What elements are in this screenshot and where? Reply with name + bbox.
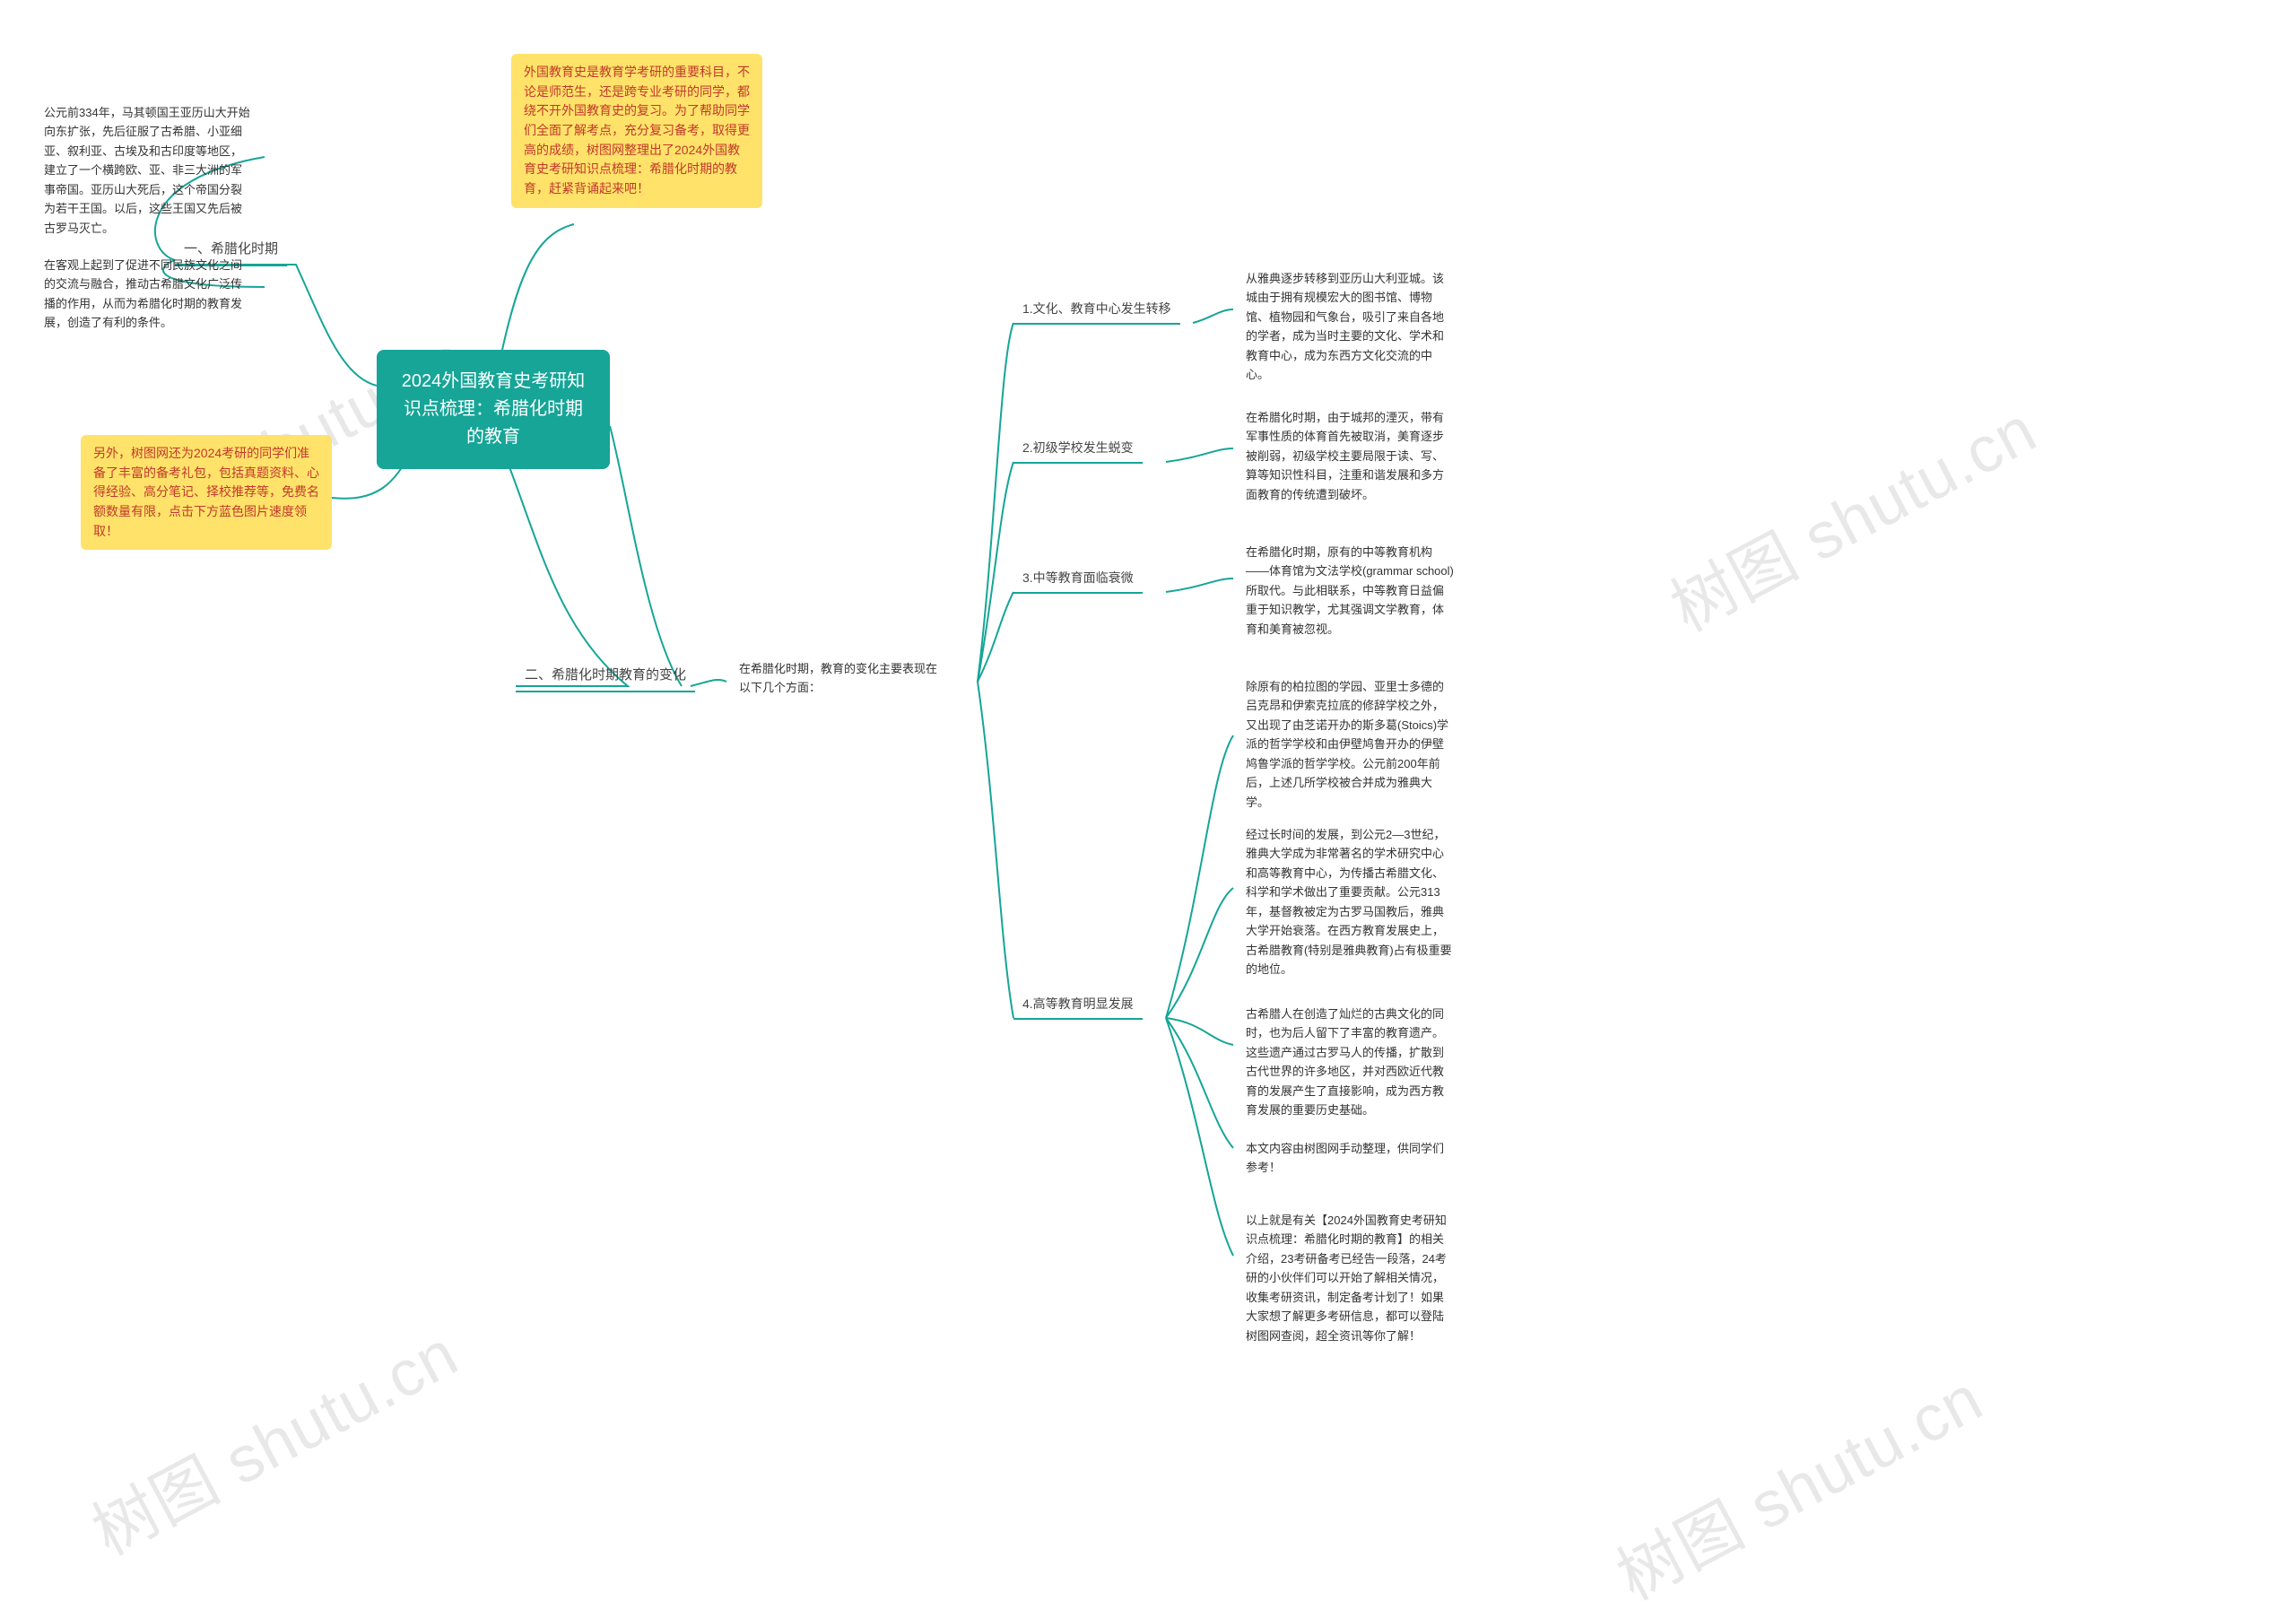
sub-4-leaf-4[interactable]: 本文内容由树图网手动整理，供同学们参考！ [1233,1130,1466,1187]
intro-note[interactable]: 外国教育史是教育学考研的重要科目，不论是师范生，还是跨专业考研的同学，都绕不开外… [511,54,762,208]
sub-4-leaf-5[interactable]: 以上就是有关【2024外国教育史考研知识点梳理：希腊化时期的教育】的相关介绍，2… [1233,1202,1466,1354]
sub-3-leaf-1[interactable]: 在希腊化时期，原有的中等教育机构——体育馆为文法学校(grammar schoo… [1233,534,1466,648]
mindmap-canvas: 树图 shutu.cn 树图 shutu.cn shutu.cn 树图 shut… [0,0,2296,1553]
branch-2-intro[interactable]: 在希腊化时期，教育的变化主要表现在以下几个方面： [726,650,960,707]
sub-1-leaf-1[interactable]: 从雅典逐步转移到亚历山大利亚城。该城由于拥有规模宏大的图书馆、博物馆、植物园和气… [1233,260,1466,394]
branch-2[interactable]: 二、希腊化时期教育的变化 [516,659,695,692]
sub-2[interactable]: 2.初级学校发生蜕变 [1013,435,1143,464]
watermark: 树图 shutu.cn [1652,378,2050,649]
sub-4-leaf-1[interactable]: 除原有的柏拉图的学园、亚里士多德的吕克昂和伊索克拉底的修辞学校之外，又出现了由芝… [1233,668,1466,821]
promo-note[interactable]: 另外，树图网还为2024考研的同学们准备了丰富的备考礼包，包括真题资料、心得经验… [81,435,332,550]
sub-4-leaf-3[interactable]: 古希腊人在创造了灿烂的古典文化的同时，也为后人留下了丰富的教育遗产。这些遗产通过… [1233,996,1466,1129]
center-node[interactable]: 2024外国教育史考研知识点梳理：希腊化时期的教育 [377,350,610,469]
branch-1-leaf-2[interactable]: 在客观上起到了促进不同民族文化之间的交流与融合，推动古希腊文化广泛传播的作用，从… [31,247,265,342]
connector-layer [0,0,2296,1553]
sub-2-leaf-1[interactable]: 在希腊化时期，由于城邦的湮灭，带有军事性质的体育首先被取消，美育逐步被削弱，初级… [1233,399,1466,513]
sub-1[interactable]: 1.文化、教育中心发生转移 [1013,296,1180,325]
watermark: 树图 shutu.cn [1598,1346,1996,1618]
sub-4-leaf-2[interactable]: 经过长时间的发展，到公元2—3世纪，雅典大学成为非常著名的学术研究中心和高等教育… [1233,816,1466,988]
branch-1-leaf-1[interactable]: 公元前334年，马其顿国王亚历山大开始向东扩张，先后征服了古希腊、小亚细亚、叙利… [31,94,265,247]
sub-3[interactable]: 3.中等教育面临衰微 [1013,565,1143,594]
watermark: 树图 shutu.cn [74,1301,472,1573]
sub-4[interactable]: 4.高等教育明显发展 [1013,991,1143,1020]
